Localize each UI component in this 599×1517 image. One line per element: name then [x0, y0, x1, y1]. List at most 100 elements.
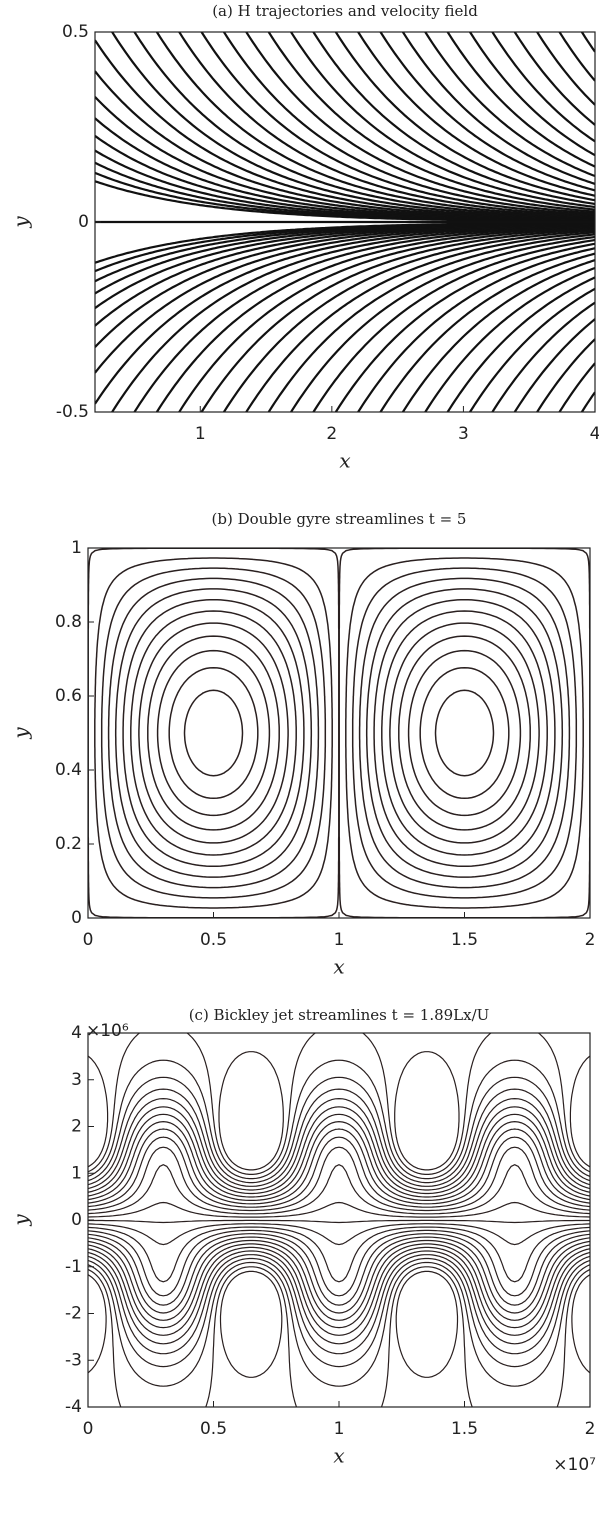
streamline [434, 689, 495, 777]
streamline [88, 1098, 590, 1191]
streamline [398, 635, 531, 831]
y-multiplier: ×10⁶ [86, 1021, 129, 1041]
x-tick-label: 0 [83, 1419, 94, 1439]
streamline [183, 689, 244, 777]
streamline [147, 635, 280, 831]
streamline [88, 1033, 590, 1175]
x-tick-label: 2 [326, 424, 337, 444]
streamline [138, 622, 289, 844]
streamline [168, 666, 259, 800]
streamline [88, 1121, 590, 1201]
streamline [440, 427, 595, 972]
streamline [88, 1051, 590, 1171]
streamline [114, 588, 313, 878]
x-tick-label: 1 [334, 1419, 345, 1439]
x-tick-label: 0.5 [200, 930, 227, 950]
streamline [381, 610, 548, 856]
streamline [463, 469, 596, 971]
streamline [423, 266, 595, 412]
streamline [95, 223, 595, 405]
y-tick-label: -0.5 [56, 402, 89, 422]
streamline [110, 32, 595, 220]
streamline [351, 567, 578, 899]
streamline [88, 1243, 590, 1329]
streamline [94, 557, 333, 909]
streamline [88, 1236, 590, 1314]
y-axis-label: y [9, 727, 33, 740]
y-tick-label: 0 [71, 908, 82, 928]
streamline [334, 32, 595, 202]
y-tick-label: -3 [65, 1350, 82, 1370]
streamline [446, 32, 595, 168]
streamline [88, 1266, 590, 1407]
streamline [95, 70, 595, 221]
streamline [95, 223, 595, 374]
x-tick-label: 1.5 [451, 1419, 478, 1439]
y-tick-label: 4 [71, 1023, 82, 1043]
streamline [156, 649, 271, 817]
streamline [95, 39, 595, 221]
streamline [379, 32, 595, 192]
streamline [334, 242, 595, 412]
streamline [88, 1164, 590, 1215]
y-tick-label: -2 [65, 1304, 82, 1324]
streamline [177, 226, 595, 412]
streamline [407, 649, 522, 817]
streamline [419, 666, 510, 800]
streamline [267, 233, 595, 412]
y-tick-label: 0.5 [62, 22, 89, 42]
streamline [401, 259, 595, 412]
streamline [423, 32, 595, 178]
streamline [513, 318, 595, 412]
y-tick-label: -4 [65, 1397, 82, 1417]
streamline [580, 391, 595, 412]
streamline [245, 32, 595, 213]
x-axis-label: x [333, 1444, 344, 1468]
streamline [530, 656, 595, 969]
streamline [468, 287, 595, 412]
streamline [365, 588, 564, 878]
streamline [468, 32, 595, 157]
streamline [88, 1233, 590, 1306]
x-tick-label: 0 [83, 930, 94, 950]
streamline [155, 32, 595, 219]
chart-title: (a) H trajectories and velocity field [212, 2, 478, 20]
y-tick-label: 0.2 [55, 834, 82, 854]
x-tick-label: 1 [334, 930, 345, 950]
streamline [88, 548, 340, 918]
streamline [373, 598, 556, 868]
x-tick-label: 4 [590, 424, 599, 444]
streamline [88, 1128, 590, 1205]
streamline [88, 1229, 590, 1297]
streamline [558, 362, 595, 412]
x-tick-label: 1.5 [451, 930, 478, 950]
streamline [88, 1257, 590, 1368]
streamline [200, 32, 595, 216]
streamline [200, 228, 595, 412]
y-tick-label: 0.4 [55, 760, 82, 780]
streamline [338, 548, 590, 918]
streamline [535, 32, 595, 106]
streamline [130, 610, 297, 856]
x-multiplier: ×10⁷ [553, 1455, 596, 1475]
streamline [245, 231, 595, 412]
streamline [491, 301, 595, 412]
plot-area [88, 548, 590, 918]
x-tick-label: 1 [195, 424, 206, 444]
x-axis-label: x [333, 955, 344, 979]
y-axis-label: y [9, 216, 33, 229]
streamline [88, 1113, 590, 1198]
x-tick-label: 3 [458, 424, 469, 444]
streamline [508, 582, 596, 970]
streamline [88, 1270, 590, 1378]
streamline [177, 32, 595, 218]
streamline [88, 1088, 590, 1187]
y-tick-label: 2 [71, 1117, 82, 1137]
streamline [358, 577, 571, 889]
streamline [88, 1223, 590, 1246]
streamline [356, 247, 595, 412]
y-tick-label: 1 [71, 1163, 82, 1183]
plot-area [88, 1033, 590, 1407]
streamline [289, 32, 595, 209]
